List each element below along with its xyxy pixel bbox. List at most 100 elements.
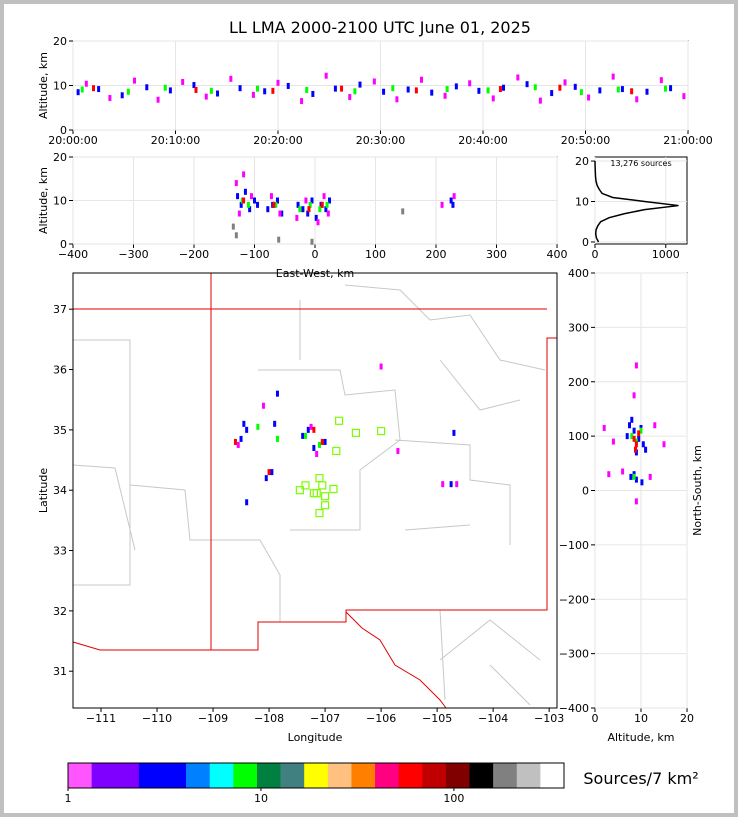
y-tick-label: 32	[53, 605, 67, 618]
source	[194, 86, 198, 93]
source	[516, 74, 520, 81]
source	[242, 171, 246, 178]
source	[251, 91, 255, 98]
source	[632, 473, 636, 480]
colorbar-swatch	[233, 763, 258, 788]
source	[163, 84, 167, 91]
x-tick-label: −107	[310, 712, 340, 725]
colorbar-swatch	[422, 763, 447, 788]
source	[498, 86, 502, 93]
x-tick-label: −104	[478, 712, 508, 725]
source	[239, 201, 243, 208]
station	[334, 416, 344, 425]
source	[634, 441, 638, 448]
colorbar-swatch	[209, 763, 234, 788]
source	[301, 206, 305, 213]
source	[662, 441, 666, 448]
source	[639, 427, 643, 434]
x-tick-label: −105	[422, 712, 452, 725]
station	[377, 426, 386, 436]
source	[491, 95, 495, 102]
y-tick-label: 10	[53, 195, 67, 208]
x-tick-label: −100	[239, 248, 269, 261]
source	[307, 206, 311, 213]
source	[669, 85, 673, 92]
x-axis-label: Longitude	[288, 731, 343, 744]
source	[275, 390, 279, 397]
source	[621, 468, 625, 475]
y-tick-label: 35	[53, 424, 67, 437]
x-tick-label: −110	[142, 712, 172, 725]
source	[234, 180, 238, 187]
station	[309, 489, 318, 498]
source	[108, 94, 112, 101]
colorbar-swatch	[138, 763, 163, 788]
source	[328, 197, 332, 204]
colorbar-swatch	[162, 763, 187, 788]
source	[486, 87, 490, 94]
source	[298, 206, 302, 213]
source	[270, 469, 274, 476]
source	[308, 201, 312, 208]
state-borders	[72, 273, 557, 709]
source	[348, 94, 352, 101]
colorbar-label: Sources/7 km²	[583, 769, 698, 788]
x-tick-label: −103	[534, 712, 564, 725]
source	[637, 435, 641, 442]
source	[280, 210, 284, 217]
source	[633, 446, 637, 453]
source	[310, 197, 314, 204]
x-tick-label: 20	[680, 712, 694, 725]
source	[92, 85, 95, 92]
source	[563, 79, 567, 86]
source	[659, 77, 663, 84]
source	[611, 73, 615, 80]
source	[253, 197, 256, 204]
source	[216, 90, 220, 97]
colorbar-swatch	[280, 763, 305, 788]
x-tick-label: −106	[366, 712, 396, 725]
source	[256, 201, 260, 208]
source	[242, 420, 246, 427]
source	[323, 438, 327, 445]
source	[455, 481, 459, 488]
x-tick-label: 0	[592, 712, 599, 725]
source	[525, 81, 529, 88]
x-tick-label: −300	[118, 248, 148, 261]
source	[231, 223, 235, 230]
source	[309, 423, 313, 430]
source	[306, 210, 310, 217]
source	[396, 447, 400, 454]
station	[301, 481, 310, 490]
source	[274, 201, 278, 208]
y-tick-label: 0	[60, 238, 67, 251]
source	[238, 85, 242, 92]
y-tick-label: 0	[60, 124, 67, 137]
source	[318, 206, 322, 213]
source	[271, 87, 275, 94]
source	[256, 85, 259, 92]
y-axis-label: Altitude, km	[37, 52, 50, 119]
source	[579, 89, 583, 96]
source	[653, 422, 657, 429]
source	[236, 193, 240, 200]
source	[640, 479, 644, 486]
source	[315, 450, 319, 457]
source	[406, 86, 410, 93]
source	[550, 90, 554, 97]
source	[317, 441, 321, 448]
source	[76, 89, 80, 96]
source	[449, 197, 453, 204]
source	[314, 214, 318, 221]
x-tick-label: 20:30:00	[356, 134, 405, 147]
source	[316, 219, 320, 226]
x-tick-label: 100	[443, 792, 464, 805]
source	[449, 481, 453, 488]
source	[301, 432, 305, 439]
x-tick-label: −200	[179, 248, 209, 261]
source	[181, 78, 185, 85]
source	[275, 197, 279, 204]
x-tick-label: 0	[312, 248, 319, 261]
source	[630, 433, 634, 440]
